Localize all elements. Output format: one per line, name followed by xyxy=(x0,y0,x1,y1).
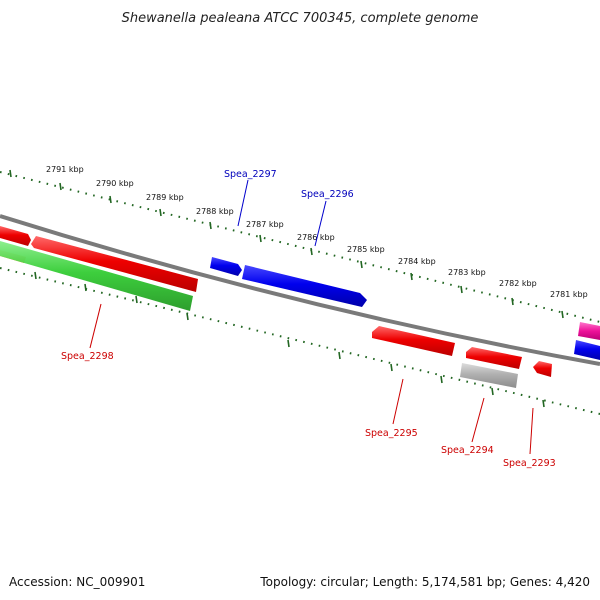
forward-strand xyxy=(0,226,600,360)
gene-spea-2296-arrow[interactable] xyxy=(242,265,367,307)
kbp-label: 2785 kbp xyxy=(347,245,385,254)
kbp-label: 2789 kbp xyxy=(146,193,184,202)
gene-label-spea-2293[interactable]: Spea_2293 xyxy=(503,458,556,469)
gene-label-spea-2296[interactable]: Spea_2296 xyxy=(301,189,354,200)
accession-text: Accession: NC_009901 xyxy=(9,575,145,589)
gene-arrow[interactable] xyxy=(0,226,31,246)
kbp-label: 2787 kbp xyxy=(246,220,284,229)
label-leaders xyxy=(89,179,534,455)
gene-spea-2294-arrow[interactable] xyxy=(466,347,522,369)
kbp-label: 2788 kbp xyxy=(196,207,234,216)
kbp-label: 2791 kbp xyxy=(46,165,84,174)
gene-spea-2297-arrow[interactable] xyxy=(210,257,242,276)
gene-label-spea-2294[interactable]: Spea_2294 xyxy=(441,445,494,456)
genome-summary-text: Topology: circular; Length: 5,174,581 bp… xyxy=(259,575,590,589)
kbp-labels: 2791 kbp 2790 kbp 2789 kbp 2788 kbp 2787… xyxy=(46,165,588,299)
gene-spea-2298-arrow[interactable] xyxy=(31,236,198,292)
gene-spea-2293-arrow[interactable] xyxy=(533,361,552,377)
kbp-label: 2783 kbp xyxy=(448,268,486,277)
map-title: Shewanella pealeana ATCC 700345, complet… xyxy=(122,11,479,26)
kbp-label: 2781 kbp xyxy=(550,290,588,299)
gene-spea-2294-grey[interactable] xyxy=(460,363,518,388)
outer-major-ticks xyxy=(9,169,564,319)
rna-feature[interactable] xyxy=(0,241,193,311)
genome-backbone xyxy=(0,214,600,366)
gene-spea-2295-arrow[interactable] xyxy=(372,326,455,356)
kbp-label: 2784 kbp xyxy=(398,257,436,266)
gene-arrow[interactable] xyxy=(574,340,600,360)
kbp-label: 2786 kbp xyxy=(297,233,335,242)
kbp-label: 2790 kbp xyxy=(96,179,134,188)
reverse-strand xyxy=(372,326,552,388)
inner-major-ticks xyxy=(34,271,545,408)
gene-label-spea-2295[interactable]: Spea_2295 xyxy=(365,428,418,439)
kbp-label: 2782 kbp xyxy=(499,279,537,288)
gene-arrow[interactable] xyxy=(578,322,600,340)
gene-label-spea-2297[interactable]: Spea_2297 xyxy=(224,169,277,180)
gene-label-spea-2298[interactable]: Spea_2298 xyxy=(61,351,114,362)
